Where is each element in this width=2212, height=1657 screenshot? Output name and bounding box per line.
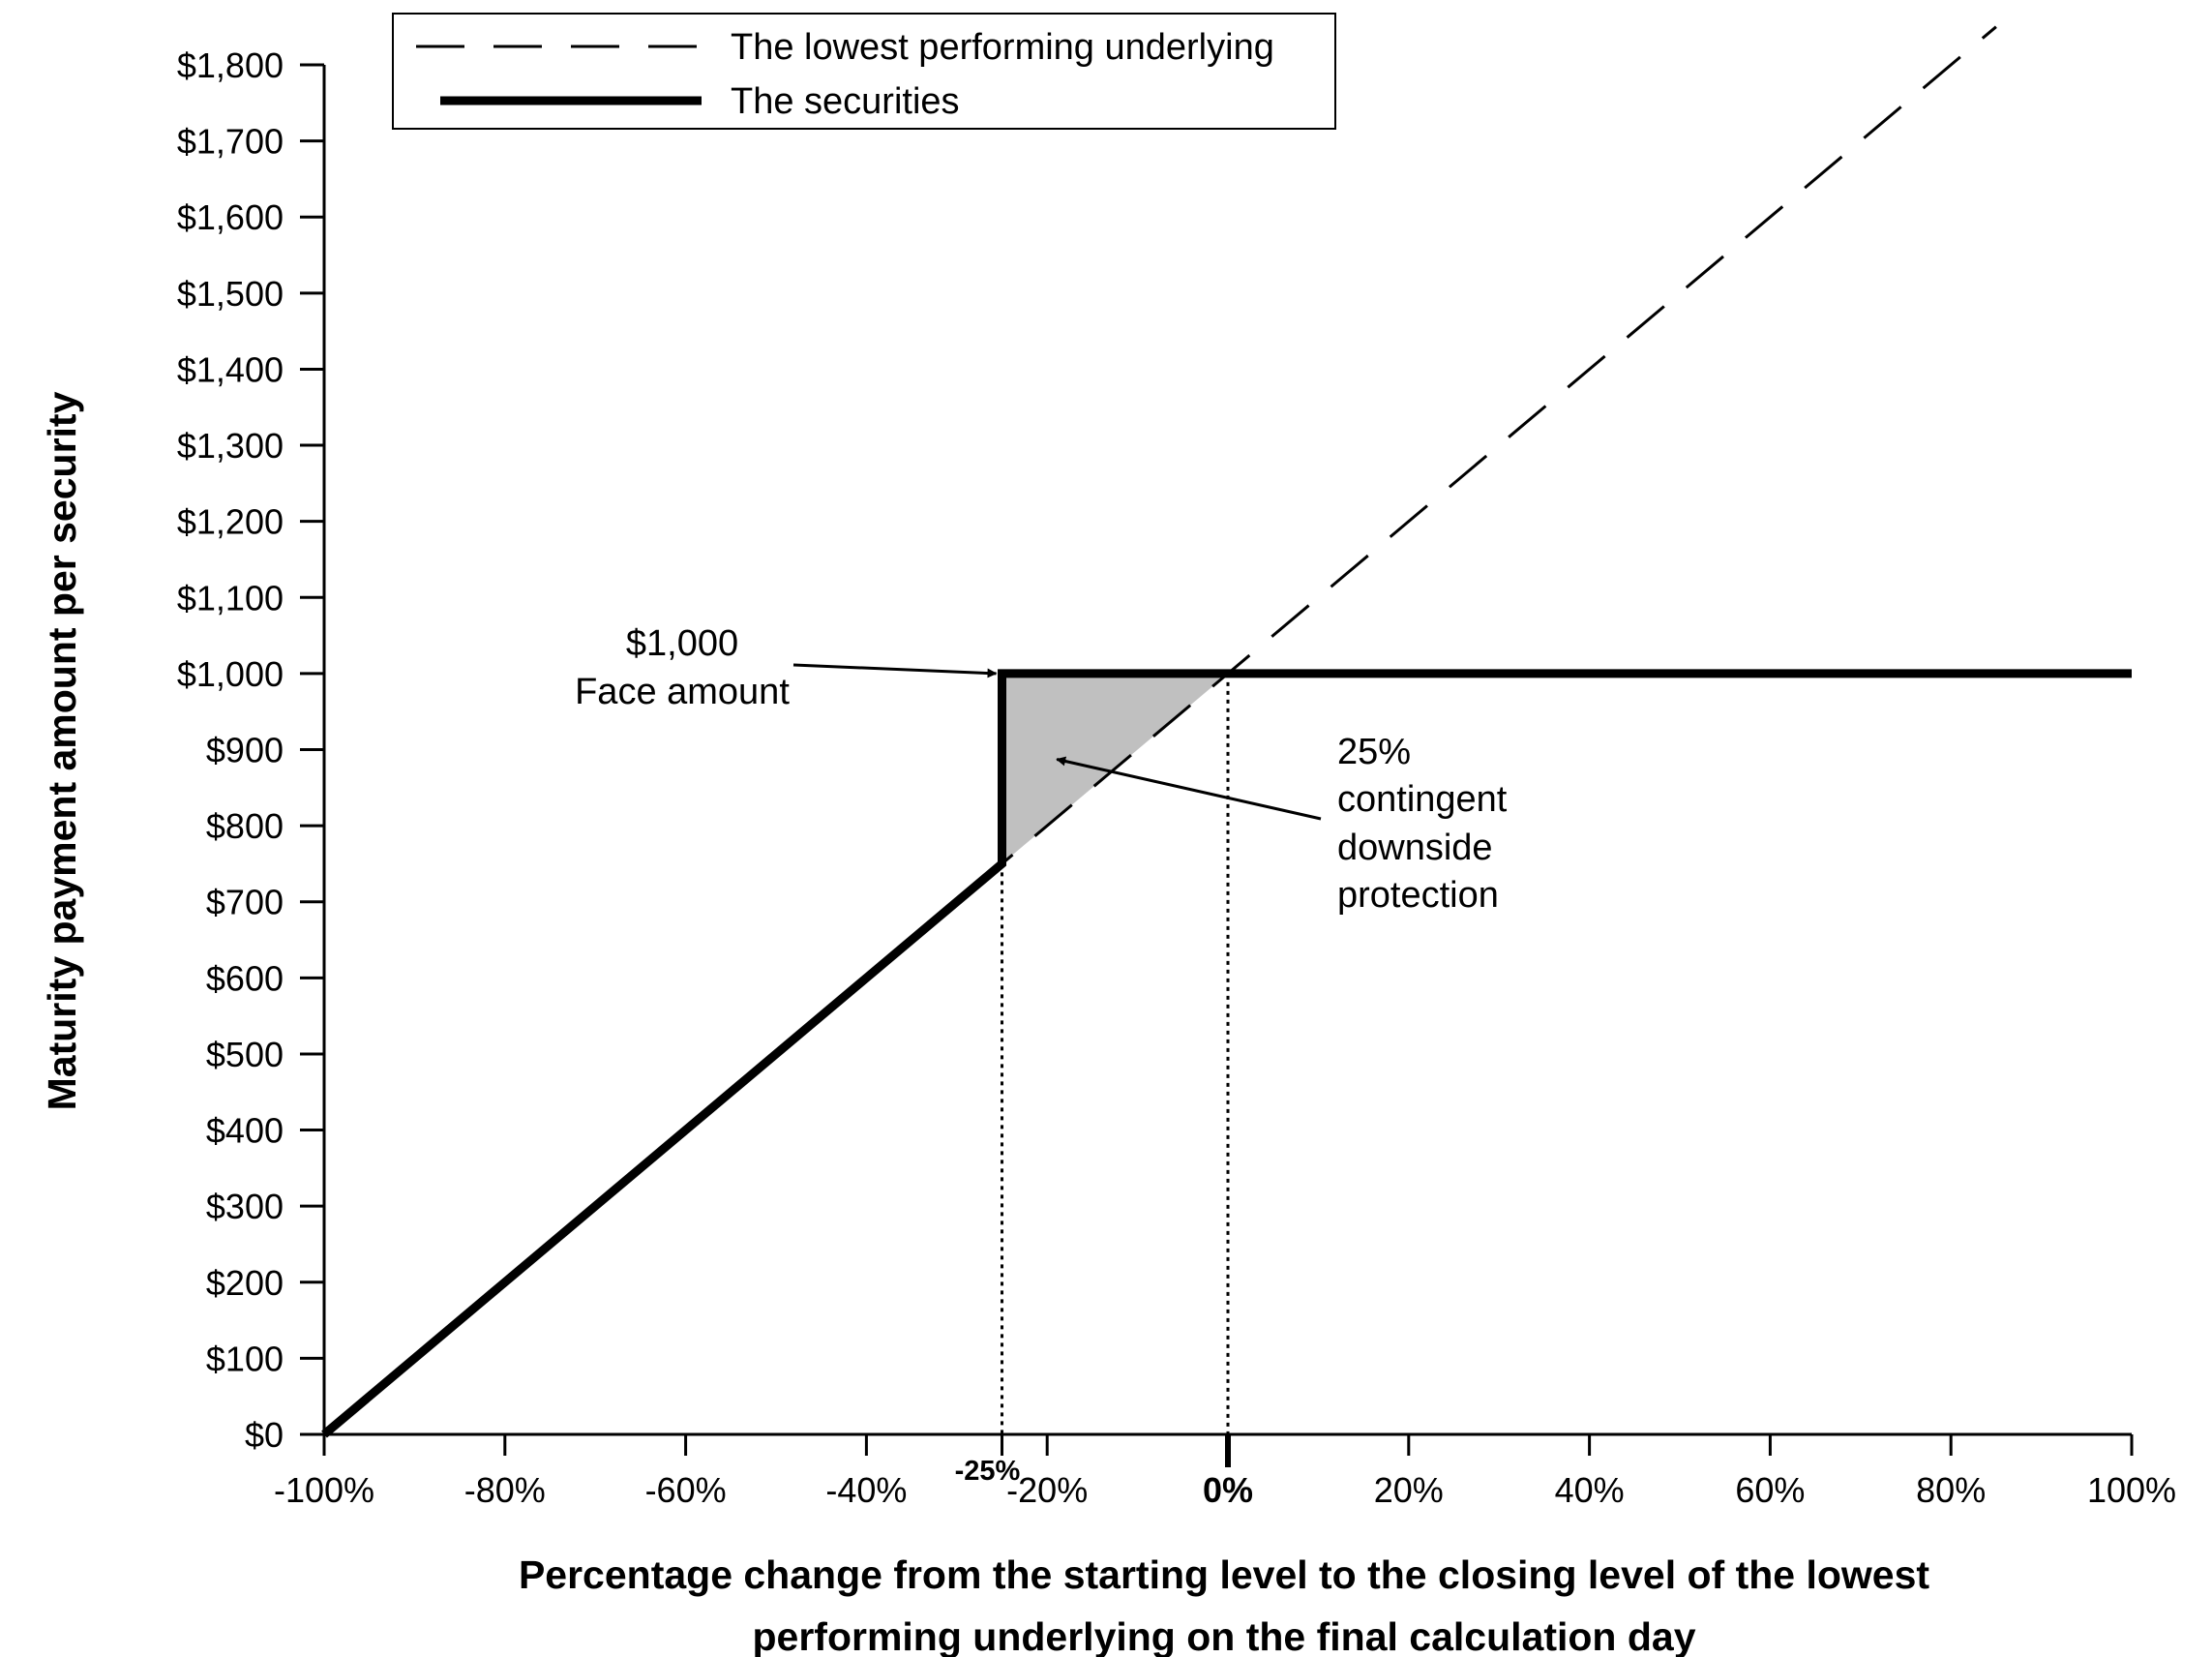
y-tick-label: $0 [245, 1415, 284, 1455]
y-tick-label: $600 [206, 958, 284, 998]
y-tick-label: $1,800 [177, 45, 284, 85]
series-line-lowest-underlying [323, 25, 1997, 1436]
x-tick-label: -40% [825, 1470, 907, 1510]
y-tick-label: $1,600 [177, 197, 284, 237]
y-tick-label: $1,100 [177, 578, 284, 618]
y-tick-label: $1,300 [177, 426, 284, 466]
annotation-line: $1,000 [626, 623, 738, 664]
annotation-arrow [792, 663, 998, 678]
annotation-line: protection [1337, 875, 1499, 916]
y-axis-title: Maturity payment amount per security [40, 391, 84, 1110]
x-tick-label: 60% [1735, 1470, 1805, 1510]
threshold-tick-label: -25% [955, 1456, 1021, 1487]
y-tick-label: $700 [206, 883, 284, 922]
y-tick-label: $1,500 [177, 274, 284, 314]
x-tick-label: -60% [645, 1470, 727, 1510]
x-tick-label: -100% [274, 1470, 374, 1510]
x-tick-label: 40% [1555, 1470, 1625, 1510]
annotation-protection: 25% contingent downside protection [1056, 732, 1508, 916]
y-tick-label: $100 [206, 1339, 284, 1378]
legend: The lowest performing underlying The sec… [392, 13, 1336, 130]
x-tick-label: 100% [2087, 1470, 2176, 1510]
y-tick-label: $400 [206, 1111, 284, 1151]
x-tick-label: 80% [1916, 1470, 1986, 1510]
legend-label-lowest-underlying: The lowest performing underlying [731, 27, 1274, 68]
annotation-face-amount: $1,000 Face amount [575, 623, 998, 712]
annotation-arrow [1056, 756, 1322, 821]
x-tick-label: 20% [1374, 1470, 1444, 1510]
x-axis-title-line-2: performing underlying on the final calcu… [753, 1614, 1696, 1657]
legend-box [392, 13, 1336, 130]
y-tick-label: $800 [206, 806, 284, 846]
x-ticks: -100% -80% -60% -40% -20% 0% 20% 40% 60% 80% 100% -… [274, 1434, 2176, 1510]
y-tick-label: $500 [206, 1035, 284, 1074]
y-tick-label: $200 [206, 1263, 284, 1303]
y-tick-label: $900 [206, 731, 284, 770]
y-tick-label: $1,700 [177, 122, 284, 162]
x-axis-title-line-1: Percentage change from the starting leve… [519, 1552, 1929, 1597]
y-tick-label: $300 [206, 1187, 284, 1226]
annotation-line: contingent [1337, 779, 1508, 820]
annotation-line: downside [1337, 828, 1493, 868]
annotation-line: Face amount [575, 672, 790, 712]
annotation-line: 25% [1337, 732, 1411, 772]
series-line-securities [321, 669, 2132, 1438]
y-ticks: $0 $100 $200 $300 $400 $500 $600 $700 $800 $900 $1… [177, 45, 324, 1455]
x-tick-label: -80% [464, 1470, 546, 1510]
legend-label-securities: The securities [731, 81, 960, 122]
y-tick-label: $1,000 [177, 654, 284, 694]
x-tick-label: -20% [1006, 1470, 1088, 1510]
x-tick-label: 0% [1203, 1470, 1253, 1510]
y-tick-label: $1,400 [177, 349, 284, 389]
y-tick-label: $1,200 [177, 502, 284, 542]
